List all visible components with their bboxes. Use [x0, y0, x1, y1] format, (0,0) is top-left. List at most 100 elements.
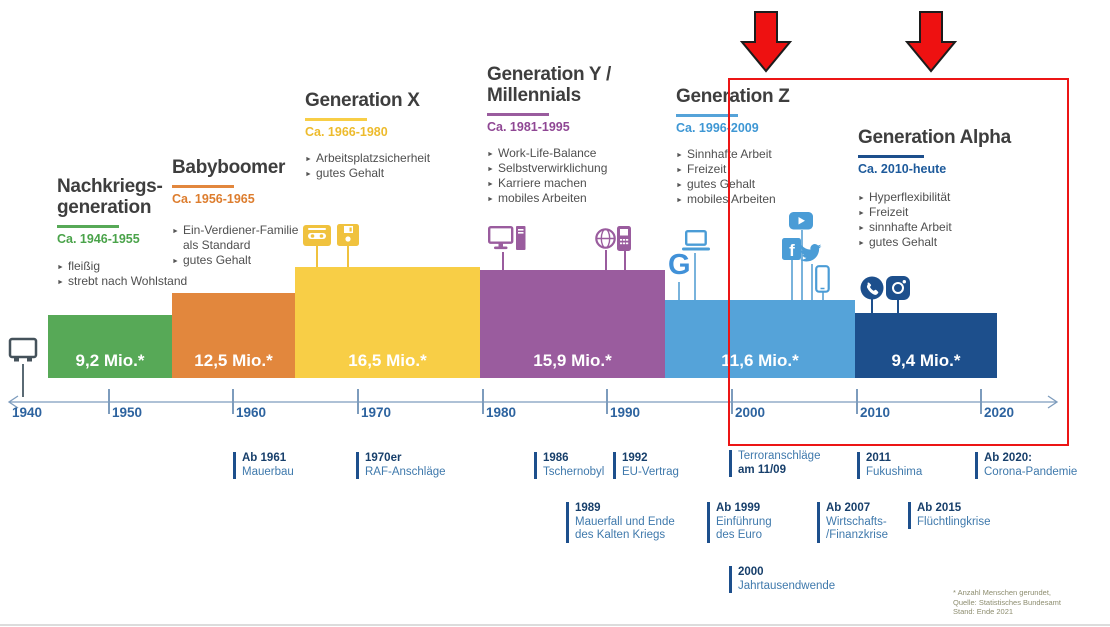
generation-traits: fleißig strebt nach Wohlstand — [57, 259, 217, 290]
bar-generation-z: 11,6 Mio.* — [665, 300, 855, 378]
generation-title: Nachkriegs- generation — [57, 176, 163, 218]
event-euro-einfuehrung: Ab 1999 Einführung des Euro — [707, 502, 772, 543]
axis-tick-2010 — [856, 389, 858, 414]
tv-icon — [8, 337, 38, 362]
generation-title: Generation Alpha — [858, 127, 1011, 148]
generation-block-generation-y: Generation Y / Millennials Ca. 1981-1995… — [487, 64, 652, 207]
trait-item: mobiles Arbeiten — [487, 191, 652, 207]
title-underline — [487, 113, 549, 116]
trait-item: Freizeit — [858, 205, 1033, 221]
generation-traits: Arbeitsplatzsicherheit gutes Gehalt — [305, 151, 475, 182]
event-year: Ab 1999 — [716, 502, 761, 514]
bottom-divider — [0, 624, 1110, 626]
event-text: Corona-Pandemie — [984, 465, 1078, 478]
event-year: 2000 — [738, 566, 764, 578]
event-text: Jahrtausendwende — [738, 579, 836, 592]
instagram-icon — [886, 276, 910, 300]
event-text: Einführung des Euro — [716, 515, 772, 542]
generation-title: Generation X — [305, 90, 420, 111]
cassette-icon-stem — [316, 246, 318, 267]
generation-title: Generation Y / Millennials — [487, 64, 611, 106]
generation-years: Ca. 1946-1955 — [57, 232, 140, 246]
event-finanzkrise: Ab 2007 Wirtschafts- /Finanzkrise — [817, 502, 888, 543]
bar-value-label: 15,9 Mio.* — [533, 351, 612, 370]
generation-block-babyboomer: Babyboomer Ca. 1956-1965 Ein-Verdiener-F… — [172, 157, 314, 269]
youtube-icon — [789, 212, 813, 230]
red-arrow-down-icon — [739, 11, 793, 73]
source-footnote: * Anzahl Menschen gerundet, Quelle: Stat… — [953, 588, 1061, 616]
instagram-icon-stem — [897, 299, 899, 313]
facebook-icon: f — [782, 238, 801, 260]
trait-item: Hyperflexibilität — [858, 190, 1033, 206]
whatsapp-icon — [860, 276, 884, 300]
axis-tick-2020 — [980, 389, 982, 414]
axis-label-1960: 1960 — [236, 405, 267, 420]
generation-block-generation-alpha: Generation Alpha Ca. 2010-heute Hyperfle… — [858, 127, 1033, 251]
event-text: Fukushima — [866, 465, 923, 478]
event-text: Wirtschafts- /Finanzkrise — [826, 515, 888, 542]
trait-item: strebt nach Wohlstand — [57, 274, 217, 290]
mobile-phone-icon — [617, 226, 631, 251]
bar-babyboomer: 12,5 Mio.* — [172, 293, 295, 378]
event-mauerfall: 1989 Mauerfall und Ende des Kalten Krieg… — [566, 502, 675, 543]
globe-icon — [595, 228, 616, 249]
youtube-icon-stem — [801, 230, 803, 300]
event-year: Terroranschläge — [738, 450, 821, 462]
bar-value-label: 9,4 Mio.* — [891, 351, 961, 370]
generation-years: Ca. 1966-1980 — [305, 125, 388, 139]
globe-icon-stem — [605, 250, 607, 270]
axis-tick-2000 — [731, 389, 733, 414]
generation-years: Ca. 1981-1995 — [487, 120, 570, 134]
generation-traits: Work-Life-Balance Selbstverwirklichung K… — [487, 146, 652, 207]
event-text: Flüchtlingkrise — [917, 515, 991, 528]
trait-item: gutes Gehalt — [172, 253, 314, 269]
trait-item: Selbstverwirklichung — [487, 161, 652, 177]
axis-tick-1980 — [482, 389, 484, 414]
whatsapp-icon-stem — [871, 299, 873, 313]
event-text: am 11/09 — [738, 463, 786, 476]
generation-years: Ca. 1956-1965 — [172, 192, 255, 206]
tv-icon-stem — [22, 364, 24, 397]
axis-tick-1970 — [357, 389, 359, 414]
trait-item: Karriere machen — [487, 176, 652, 192]
twitter-icon — [799, 244, 822, 262]
trait-item: Freizeit — [676, 162, 831, 178]
event-year: Ab 2015 — [917, 502, 962, 514]
generation-title: Generation Z — [676, 86, 790, 107]
generation-years: Ca. 2010-heute — [858, 162, 947, 176]
event-raf-anschlaege: 1970er RAF-Anschläge — [356, 452, 446, 479]
google-g-icon-stem — [678, 282, 680, 300]
event-text: Tschernobyl — [543, 465, 605, 478]
smartphone-icon — [815, 265, 830, 293]
cassette-icon — [303, 225, 331, 246]
axis-label-1980: 1980 — [486, 405, 517, 420]
event-eu-vertrag: 1992 EU-Vertrag — [613, 452, 679, 479]
desktop-computer-icon — [488, 226, 526, 250]
generation-title: Babyboomer — [172, 157, 286, 178]
trait-item: gutes Gehalt — [858, 235, 1033, 251]
trait-item: sinnhafte Arbeit — [858, 220, 1033, 236]
event-year: 2011 — [866, 452, 891, 464]
trait-item: Ein-Verdiener-Familie als Standard — [172, 223, 314, 253]
floppy-disk-icon — [337, 224, 359, 246]
event-year: Ab 2020: — [984, 452, 1032, 464]
laptop-icon-stem — [694, 253, 696, 300]
event-year: Ab 1961 — [242, 452, 287, 464]
event-text: RAF-Anschläge — [365, 465, 446, 478]
facebook-icon-stem — [791, 260, 793, 300]
event-fluechtlingkrise: Ab 2015 Flüchtlingkrise — [908, 502, 991, 529]
event-year: 1970er — [365, 452, 402, 464]
desktop-icon-stem — [502, 252, 504, 270]
bar-generation-x: 16,5 Mio.* — [295, 267, 480, 378]
title-underline — [57, 225, 119, 228]
trait-item: Arbeitsplatzsicherheit — [305, 151, 475, 167]
event-year: 1992 — [622, 452, 648, 464]
generation-traits: Hyperflexibilität Freizeit sinnhafte Arb… — [858, 190, 1033, 251]
red-highlight-rectangle — [728, 78, 1069, 446]
bar-value-label: 11,6 Mio.* — [721, 351, 799, 370]
event-text: Mauerfall und Ende des Kalten Kriegs — [575, 515, 675, 542]
trait-item: mobiles Arbeiten — [676, 192, 831, 208]
generation-block-generation-x: Generation X Ca. 1966-1980 Arbeitsplatzs… — [305, 90, 475, 182]
event-text: EU-Vertrag — [622, 465, 679, 478]
axis-label-1970: 1970 — [361, 405, 392, 420]
